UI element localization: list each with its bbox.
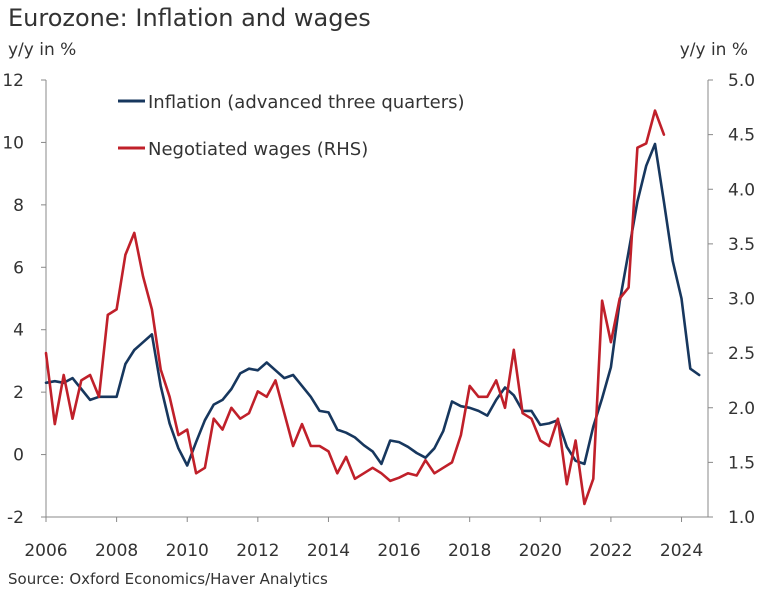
right-tick-label: 2.5: [728, 344, 755, 364]
left-axis-label: y/y in %: [8, 40, 77, 60]
x-tick-label: 2008: [95, 541, 138, 561]
left-tick-label: 2: [13, 383, 24, 403]
x-tick-label: 2024: [660, 541, 703, 561]
right-tick-label: 2.0: [728, 399, 755, 419]
x-tick-label: 2012: [236, 541, 279, 561]
left-tick-label: 12: [2, 71, 24, 91]
x-tick-label: 2016: [377, 541, 420, 561]
series-group: [44, 109, 701, 506]
right-tick-label: 3.0: [728, 290, 755, 310]
x-tick-label: 2006: [24, 541, 67, 561]
right-tick-label: 3.5: [728, 235, 755, 255]
right-axis-label: y/y in %: [679, 40, 748, 60]
left-tick-label: 8: [13, 196, 24, 216]
inflation-line: [44, 142, 701, 467]
wages-line: [44, 109, 666, 506]
x-tick-label: 2010: [166, 541, 209, 561]
left-tick-label: 10: [2, 133, 24, 153]
legend: Inflation (advanced three quarters) Negot…: [118, 92, 465, 160]
left-tick-label: -2: [7, 508, 24, 528]
right-tick-label: 4.0: [728, 180, 755, 200]
axes: -2 0 2 4 6 8 10 12 1.0 1.5 2.0 2.5 3.0 3.5 4.0 4.5 5.0 20…: [2, 71, 755, 561]
right-tick-label: 5.0: [728, 71, 755, 91]
left-tick-label: 4: [13, 321, 24, 341]
chart-title: Eurozone: Inflation and wages: [8, 4, 371, 32]
legend-label: Inflation (advanced three quarters): [148, 92, 465, 113]
source-note: Source: Oxford Economics/Haver Analytics: [8, 570, 328, 588]
right-tick-label: 1.0: [728, 508, 755, 528]
left-tick-label: 6: [13, 258, 24, 278]
x-tick-label: 2014: [307, 541, 350, 561]
x-tick-label: 2018: [448, 541, 491, 561]
right-tick-label: 4.5: [728, 126, 755, 146]
x-tick-label: 2020: [519, 541, 562, 561]
legend-label: Negotiated wages (RHS): [148, 139, 368, 160]
x-tick-label: 2022: [589, 541, 632, 561]
right-tick-label: 1.5: [728, 453, 755, 473]
left-tick-label: 0: [13, 446, 24, 466]
